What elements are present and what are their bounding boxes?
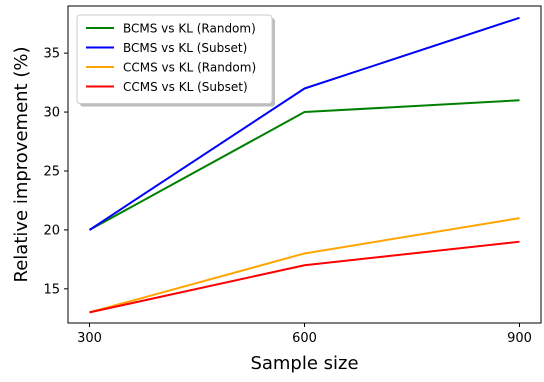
legend-label: CCMS vs KL (Subset) xyxy=(123,80,248,94)
x-axis-label: Sample size xyxy=(250,353,358,374)
series-line-1 xyxy=(89,99,520,231)
series-line-2 xyxy=(88,16,520,231)
y-tick-label: 30 xyxy=(43,106,60,121)
legend-box xyxy=(76,14,273,104)
y-tick-label: 25 xyxy=(43,164,60,179)
y-axis-label: Relative improvement (%) xyxy=(11,47,32,283)
legend-label: CCMS vs KL (Random) xyxy=(123,61,256,75)
y-tick-label: 35 xyxy=(43,47,60,62)
y-tick-label: 15 xyxy=(43,282,60,297)
series-layer xyxy=(88,16,520,314)
ticks-layer: 300 600 900 15 20 25 30 35 xyxy=(43,47,531,346)
legend: BCMS vs KL (Random) BCMS vs KL (Subset) CC… xyxy=(76,14,275,107)
legend-label: BCMS vs KL (Random) xyxy=(123,22,256,36)
series-line-3 xyxy=(89,217,520,314)
legend-label: BCMS vs KL (Subset) xyxy=(123,41,247,55)
series-line-4 xyxy=(89,240,520,314)
y-tick-label: 20 xyxy=(43,223,60,238)
x-tick-label: 600 xyxy=(292,331,317,346)
x-tick-label: 900 xyxy=(507,331,532,346)
x-tick-label: 300 xyxy=(77,331,102,346)
